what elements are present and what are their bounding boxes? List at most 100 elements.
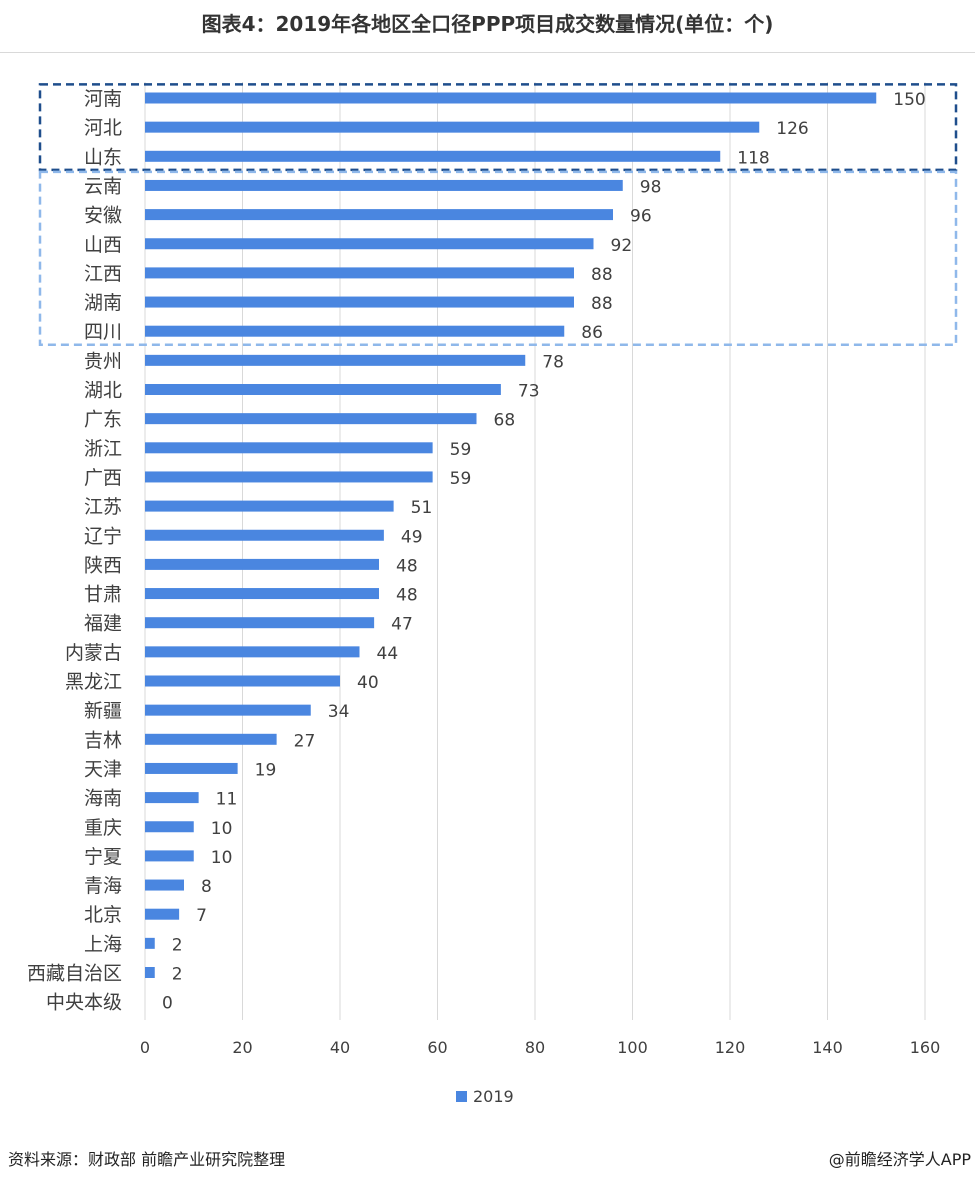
bar <box>145 675 340 687</box>
bar <box>145 384 501 395</box>
category-label: 黑龙江 <box>65 671 122 693</box>
x-tick-label: 60 <box>427 1038 447 1057</box>
category-label: 青海 <box>84 875 122 897</box>
data-label: 51 <box>411 498 433 518</box>
data-label: 88 <box>591 294 613 314</box>
bar <box>145 179 623 191</box>
data-label: 88 <box>591 265 613 285</box>
bar <box>145 471 433 483</box>
category-label: 广东 <box>84 409 122 431</box>
bar <box>145 296 574 308</box>
category-label: 山西 <box>84 234 122 256</box>
category-labels: 河南河北山东云南安徽山西江西湖南四川贵州湖北广东浙江广西江苏辽宁陕西甘肃福建内蒙… <box>27 88 122 1014</box>
value-labels: 1501261189896928888867873685959514948484… <box>162 90 926 1014</box>
bar <box>145 500 394 512</box>
x-tick-label: 40 <box>330 1038 350 1057</box>
x-axis-ticks: 0 20 40 60 80 100 120 140 160 <box>140 1038 940 1057</box>
x-tick-label: 100 <box>617 1038 648 1057</box>
data-label: 10 <box>211 819 233 839</box>
data-label: 19 <box>255 760 277 780</box>
category-label: 重庆 <box>84 817 122 839</box>
data-label: 11 <box>216 790 238 810</box>
source-note: 资料来源：财政部 前瞻产业研究院整理 <box>8 1150 286 1169</box>
category-label: 福建 <box>84 613 122 635</box>
bar <box>145 617 375 629</box>
category-label: 陕西 <box>84 554 122 576</box>
data-label: 126 <box>776 119 808 139</box>
category-label: 甘肃 <box>84 584 122 606</box>
data-label: 8 <box>201 877 212 897</box>
bars <box>145 92 877 978</box>
bar <box>145 209 613 221</box>
highlight-box <box>38 83 958 172</box>
bar <box>145 704 311 716</box>
x-tick-label: 120 <box>715 1038 746 1057</box>
bar <box>145 413 477 425</box>
data-label: 150 <box>893 90 925 110</box>
bar <box>145 588 379 600</box>
data-label: 2 <box>172 965 183 985</box>
bar <box>145 733 277 745</box>
category-label: 湖南 <box>84 292 122 314</box>
category-label: 河南 <box>84 88 122 110</box>
gridlines <box>144 82 926 1020</box>
data-label: 86 <box>581 323 603 343</box>
data-label: 59 <box>450 469 472 489</box>
bar <box>145 850 194 862</box>
bar <box>145 325 565 337</box>
category-label: 广西 <box>84 467 122 489</box>
category-label: 江苏 <box>84 496 122 518</box>
bar <box>145 150 721 162</box>
bar <box>145 442 433 454</box>
category-label: 辽宁 <box>84 525 122 547</box>
bar <box>145 646 360 658</box>
data-label: 34 <box>328 702 350 722</box>
data-label: 59 <box>450 440 472 460</box>
legend: 2019 <box>456 1087 514 1106</box>
data-label: 0 <box>162 994 173 1014</box>
data-label: 48 <box>396 556 418 576</box>
bar <box>145 354 526 366</box>
bar <box>145 762 238 774</box>
bar <box>145 529 384 541</box>
category-label: 云南 <box>84 175 122 197</box>
category-label: 内蒙古 <box>65 642 122 664</box>
category-label: 上海 <box>84 933 122 955</box>
x-tick-label: 160 <box>910 1038 941 1057</box>
credit-note: @前瞻经济学人APP <box>828 1150 971 1169</box>
category-label: 山东 <box>84 146 122 168</box>
bar <box>145 937 155 949</box>
x-tick-label: 80 <box>525 1038 545 1057</box>
category-label: 湖北 <box>84 380 122 402</box>
x-tick-label: 0 <box>140 1038 150 1057</box>
bar <box>145 238 594 250</box>
data-label: 73 <box>518 382 540 402</box>
bar <box>145 558 379 570</box>
category-label: 新疆 <box>84 700 122 722</box>
category-label: 安徽 <box>84 205 122 227</box>
data-label: 40 <box>357 673 379 693</box>
bar-chart: 河南河北山东云南安徽山西江西湖南四川贵州湖北广东浙江广西江苏辽宁陕西甘肃福建内蒙… <box>27 82 958 1106</box>
bar <box>145 792 199 804</box>
data-label: 27 <box>294 731 316 751</box>
data-label: 7 <box>196 906 207 926</box>
data-label: 78 <box>542 352 564 372</box>
legend-label: 2019 <box>473 1087 514 1106</box>
data-label: 47 <box>391 615 413 635</box>
title-divider <box>0 52 975 53</box>
bar <box>145 92 877 104</box>
bar <box>145 121 760 133</box>
data-label: 49 <box>401 527 423 547</box>
data-label: 118 <box>737 148 769 168</box>
highlight-boxes <box>38 83 958 347</box>
data-label: 96 <box>630 207 652 227</box>
data-label: 68 <box>494 411 516 431</box>
data-label: 44 <box>377 644 399 664</box>
x-tick-label: 20 <box>232 1038 252 1057</box>
category-label: 贵州 <box>84 350 122 372</box>
data-label: 48 <box>396 586 418 606</box>
category-label: 北京 <box>84 904 122 926</box>
category-label: 四川 <box>84 321 122 343</box>
highlight-box <box>38 170 958 347</box>
category-label: 江西 <box>84 263 122 285</box>
